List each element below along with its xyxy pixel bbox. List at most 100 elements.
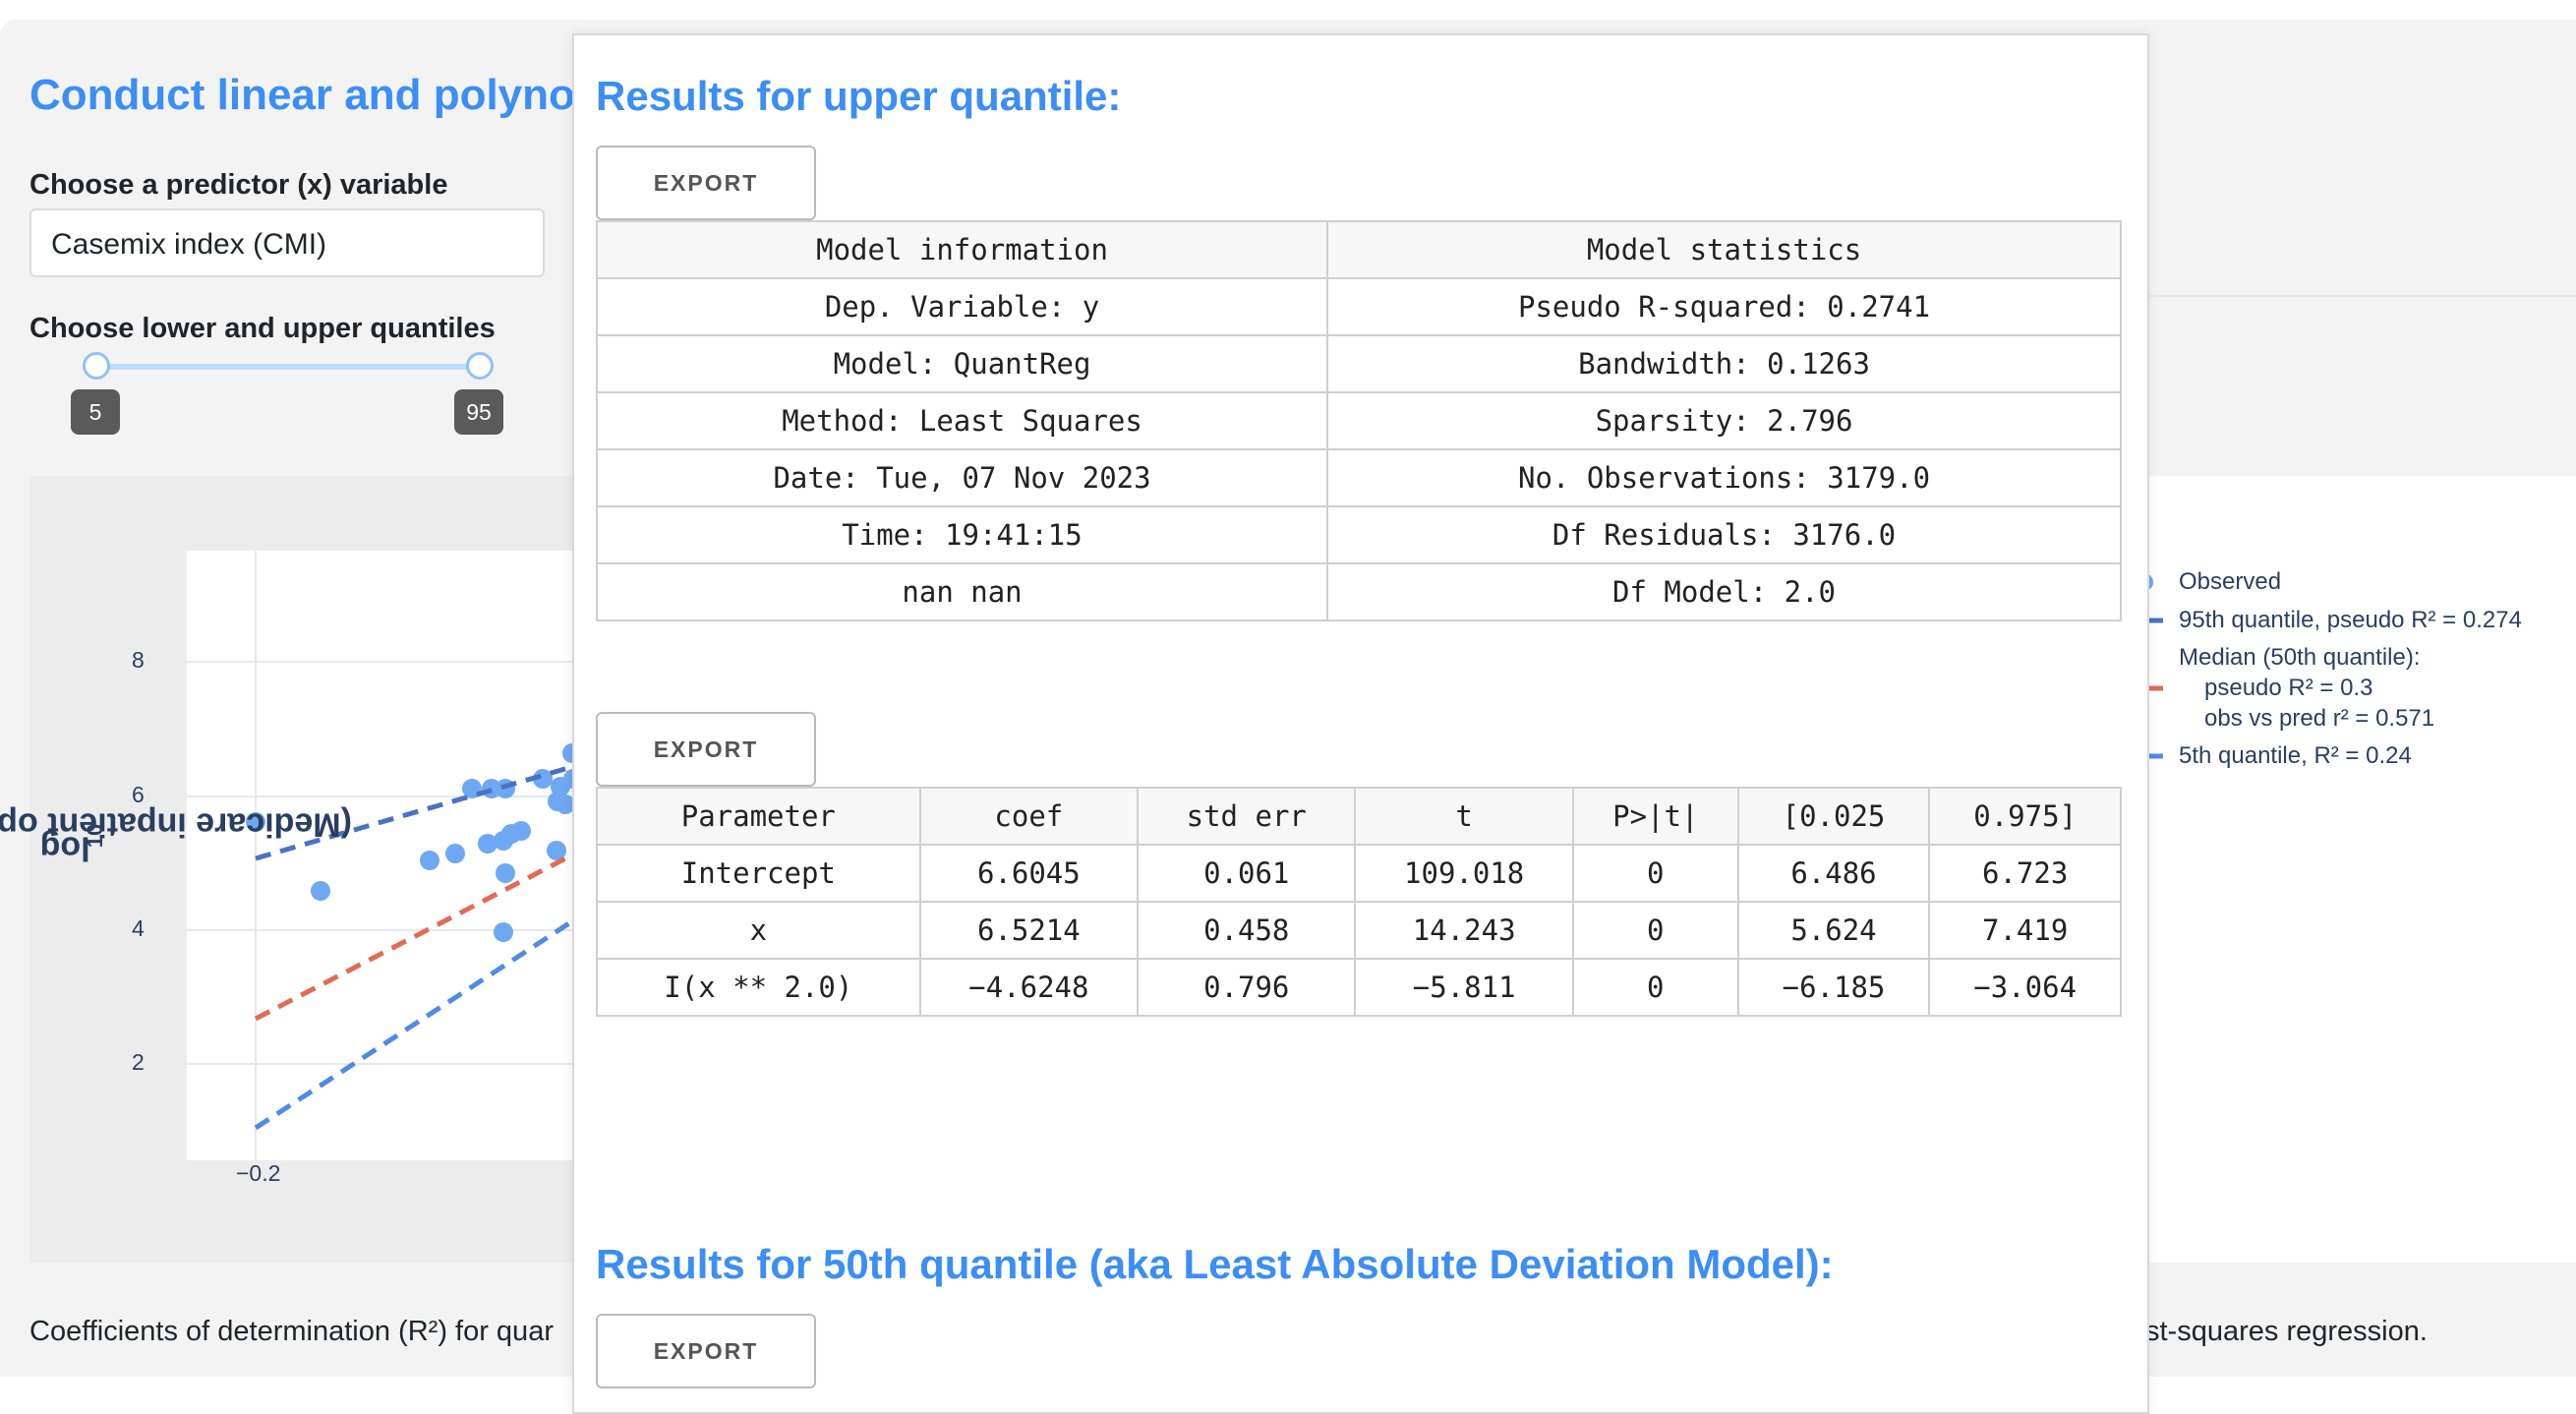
quantile-slider-track[interactable]	[94, 364, 480, 370]
param-cell: 6.6045	[918, 844, 1140, 903]
param-cell: 14.243	[1354, 901, 1574, 960]
export-button-median[interactable]: EXPORT	[596, 1314, 816, 1388]
observed-point	[420, 851, 439, 870]
scatter-plot	[187, 551, 2163, 1160]
param-cell: 0.458	[1137, 901, 1357, 960]
param-cell: 109.018	[1354, 844, 1574, 903]
quantile-high-handle[interactable]	[466, 352, 494, 380]
info-row: Model: QuantReg Bandwidth: 0.1263	[595, 334, 2122, 393]
info-cell: Dep. Variable: y	[595, 277, 1329, 336]
legend-observed[interactable]: Observed	[2179, 568, 2282, 595]
param-cell: −4.6248	[918, 958, 1140, 1017]
info-cell: Bandwidth: 0.1263	[1326, 334, 2122, 393]
legend-q5[interactable]: 5th quantile, R² = 0.24	[2179, 742, 2412, 769]
param-cell: 0	[1571, 844, 1739, 903]
upper-quantile-title: Results for upper quantile:	[596, 73, 1122, 119]
param-header-cell: P>|t|	[1571, 787, 1739, 846]
param-cell: 6.486	[1736, 844, 1931, 903]
param-cell: 6.723	[1928, 844, 2122, 903]
param-cell: 5.624	[1736, 901, 1931, 960]
quantile-high-badge: 95	[454, 389, 503, 435]
observed-point	[511, 821, 531, 841]
legend-median-line1[interactable]: Median (50th quantile):	[2179, 644, 2421, 671]
param-cell: I(x ** 2.0)	[596, 958, 921, 1017]
param-cell: 6.5214	[918, 901, 1140, 960]
observed-point	[533, 769, 553, 789]
observed-point	[556, 795, 575, 814]
info-row: Dep. Variable: y Pseudo R-squared: 0.2741	[595, 277, 2122, 336]
plot-inner	[187, 551, 580, 1160]
observed-point	[547, 841, 566, 860]
page-title: Conduct linear and polynom	[29, 71, 615, 119]
info-cell: Method: Least Squares	[595, 391, 1329, 450]
parameter-header: Parameter coef std err t P>|t| [0.025 0.975]	[596, 787, 2122, 846]
param-row: I(x ** 2.0) −4.6248 0.796 −5.811 0 −6.185 −3.0…	[596, 958, 2122, 1017]
param-cell: 7.419	[1928, 901, 2122, 960]
info-cell: Df Model: 2.0	[1326, 562, 2122, 621]
observed-point	[496, 863, 515, 883]
info-header-cell: Model statistics	[1326, 220, 2122, 279]
observed-point	[478, 834, 498, 854]
info-cell: Pseudo R-squared: 0.2741	[1326, 277, 2122, 336]
info-row: Method: Least Squares Sparsity: 2.796	[595, 391, 2122, 450]
predictor-select[interactable]: Casemix index (CMI)	[29, 208, 545, 277]
y-tick-8: 8	[132, 647, 145, 673]
param-cell: 0.061	[1137, 844, 1357, 903]
parameter-table: Parameter coef std err t P>|t| [0.025 0.975] I…	[596, 787, 2122, 1017]
x-tick-neg02: −0.2	[236, 1160, 281, 1186]
observed-point	[246, 812, 265, 832]
param-row: Intercept 6.6045 0.061 109.018 0 6.486 6.723	[596, 844, 2122, 903]
line-median	[254, 851, 577, 1022]
median-quantile-title: Results for 50th quantile (aka Least Abs…	[596, 1241, 1834, 1287]
info-row: nan nan Df Model: 2.0	[595, 562, 2122, 621]
bottom-note-right: st-squares regression.	[2145, 1316, 2428, 1347]
param-cell: −5.811	[1354, 958, 1574, 1017]
line-q95	[255, 763, 576, 861]
model-info-table: Model information Model statistics Dep. V…	[595, 220, 2122, 621]
export-button-params[interactable]: EXPORT	[596, 712, 816, 787]
param-header-cell: [0.025	[1736, 787, 1931, 846]
model-info-header: Model information Model statistics	[595, 220, 2122, 279]
param-header-cell: Parameter	[596, 787, 921, 846]
info-cell: No. Observations: 3179.0	[1326, 448, 2122, 507]
predictor-label: Choose a predictor (x) variable	[29, 169, 448, 201]
predictor-select-value: Casemix index (CMI)	[51, 228, 327, 261]
observed-point	[311, 881, 330, 901]
export-button-info[interactable]: EXPORT	[596, 146, 816, 220]
info-row: Date: Tue, 07 Nov 2023 No. Observations: …	[595, 448, 2122, 507]
y-tick-6: 6	[132, 782, 145, 807]
param-cell: Intercept	[596, 844, 921, 903]
observed-point	[445, 844, 465, 863]
info-cell: Df Residuals: 3176.0	[1326, 505, 2122, 564]
results-modal: Results for upper quantile: EXPORT Model…	[572, 33, 2149, 1414]
info-header-cell: Model information	[595, 220, 1329, 279]
param-cell: 0	[1571, 958, 1739, 1017]
observed-point	[494, 922, 513, 942]
bottom-note-left: Coefficients of determination (R²) for q…	[29, 1316, 554, 1347]
right-divider	[2143, 295, 2576, 297]
y-tick-2: 2	[132, 1049, 145, 1075]
y-tick-4: 4	[132, 915, 145, 941]
param-row: x 6.5214 0.458 14.243 0 5.624 7.419	[596, 901, 2122, 960]
info-row: Time: 19:41:15 Df Residuals: 3176.0	[595, 505, 2122, 564]
param-header-cell: 0.975]	[1928, 787, 2122, 846]
param-header-cell: t	[1354, 787, 1574, 846]
quantile-low-badge: 5	[71, 389, 120, 435]
info-cell: Sparsity: 2.796	[1326, 391, 2122, 450]
param-cell: 0.796	[1137, 958, 1357, 1017]
param-cell: 0	[1571, 901, 1739, 960]
info-cell: nan nan	[595, 562, 1329, 621]
legend-q95[interactable]: 95th quantile, pseudo R² = 0.274	[2179, 607, 2522, 633]
info-cell: Date: Tue, 07 Nov 2023	[595, 448, 1329, 507]
param-cell: −3.064	[1928, 958, 2122, 1017]
param-header-cell: std err	[1137, 787, 1357, 846]
param-header-cell: coef	[918, 787, 1140, 846]
legend-median-line3: obs vs pred r² = 0.571	[2204, 705, 2435, 732]
quantile-label: Choose lower and upper quantiles	[29, 313, 496, 344]
info-cell: Model: QuantReg	[595, 334, 1329, 393]
param-cell: −6.185	[1736, 958, 1931, 1017]
quantile-low-handle[interactable]	[83, 352, 110, 380]
legend-panel	[2143, 476, 2576, 1263]
line-q5	[254, 916, 577, 1131]
param-cell: x	[596, 901, 921, 960]
